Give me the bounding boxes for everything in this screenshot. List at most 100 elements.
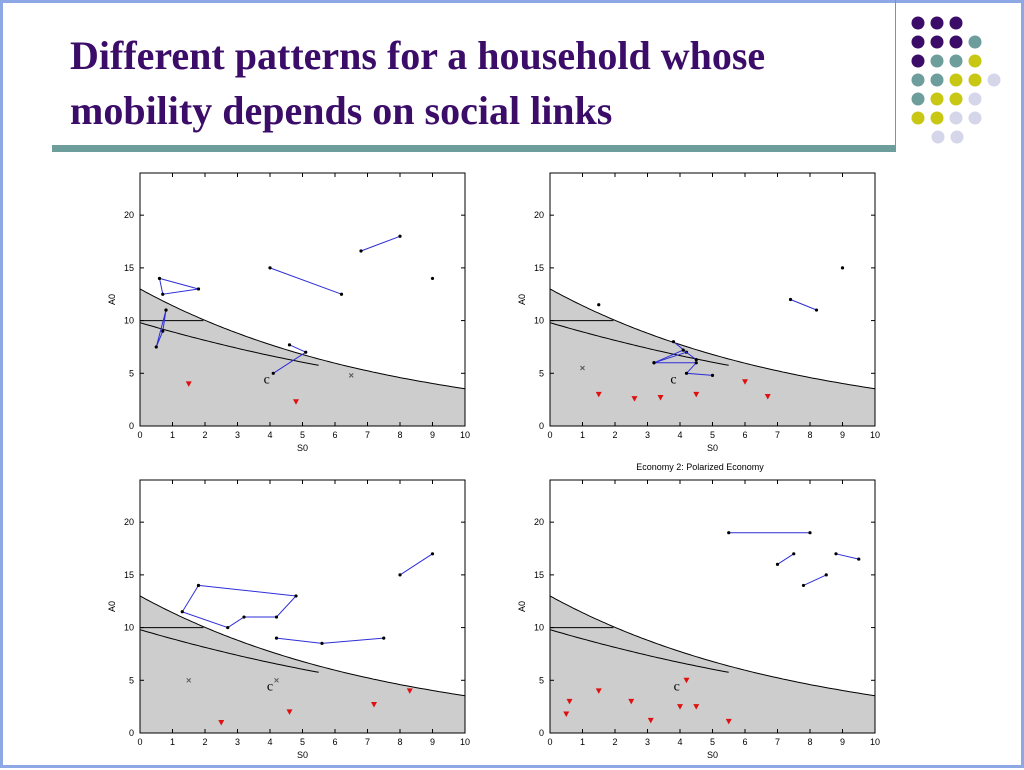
social-link [181, 584, 298, 629]
decor-dot [968, 35, 982, 49]
triangle-marker [725, 718, 732, 725]
triangle-marker [764, 393, 771, 400]
y-tick-label: 10 [124, 623, 134, 633]
household-point [694, 357, 698, 362]
household-point [274, 636, 279, 640]
boundary-curve-upper [549, 288, 876, 390]
chart-top-left: 0 1 2 3 4 5 6 7 8 9 10 0 5 10 15 20 S0 A0 c [100, 168, 480, 458]
household-point [304, 350, 308, 354]
chart-bottom-left-svg: 0 1 2 3 4 5 6 7 8 9 10 0 5 10 15 20 S0 A0 c [107, 479, 470, 760]
x-axis-label: S0 [707, 750, 718, 760]
y-tick-label: 10 [124, 316, 134, 326]
social-link [777, 553, 795, 565]
decor-dot [968, 111, 982, 125]
x-axis-label: S0 [707, 443, 718, 453]
y-tick-label: 0 [129, 421, 134, 431]
x-tick-label: 6 [742, 737, 747, 747]
triangle-marker [742, 379, 748, 385]
household-point [226, 625, 230, 630]
household-point [398, 234, 402, 238]
decor-dot [931, 130, 945, 144]
shaded-region [550, 289, 875, 426]
y-tick-label: 10 [534, 316, 544, 326]
chart-top-right-svg: 0 1 2 3 4 5 6 7 8 9 10 0 5 10 15 20 S0 A0 c [517, 172, 880, 453]
triangle-marker [595, 391, 602, 398]
x-tick-label: 8 [807, 737, 812, 747]
decor-dot [968, 54, 982, 68]
y-tick-label: 15 [124, 570, 134, 580]
boundary-curve-lower [549, 629, 729, 673]
decor-dot [911, 73, 925, 87]
household-point [834, 552, 838, 556]
cross-marker [580, 365, 585, 371]
y-tick-label: 10 [534, 623, 544, 633]
triangle-marker [185, 381, 192, 387]
y-tick-label: 15 [124, 263, 134, 273]
x-tick-label: 1 [580, 737, 585, 747]
household-point [792, 552, 796, 556]
social-link [276, 637, 384, 644]
x-tick-label: 3 [645, 430, 650, 440]
x-tick-label: 4 [267, 430, 272, 440]
chart-bottom-right-svg: 0 1 2 3 4 5 6 7 8 9 10 0 5 10 15 20 S0 A0 c [517, 479, 880, 760]
x-tick-label: 5 [300, 430, 305, 440]
social-link [360, 235, 401, 252]
x-tick-label: 5 [710, 737, 715, 747]
decor-dot [930, 92, 944, 106]
decor-dot [911, 111, 925, 125]
household-point [196, 287, 201, 291]
x-tick-label: 10 [460, 430, 470, 440]
x-tick-label: 3 [235, 430, 240, 440]
decor-dot [911, 16, 925, 30]
household-point [788, 297, 793, 302]
household-point [694, 361, 698, 365]
household-point [808, 531, 812, 535]
x-tick-label: 6 [742, 430, 747, 440]
household-point [597, 303, 601, 307]
social-link [835, 553, 859, 560]
triangle-marker [647, 717, 654, 724]
boundary-curve-lower [549, 322, 729, 366]
household-point [857, 557, 861, 561]
triangle-marker [406, 688, 413, 694]
cross-stroke [580, 365, 585, 371]
x-tick-label: 1 [170, 737, 175, 747]
label-c: c [674, 680, 680, 695]
household-point [320, 641, 324, 645]
decor-dot [930, 16, 944, 30]
triangle-marker [218, 719, 225, 726]
household-point [840, 266, 845, 270]
household-point [684, 371, 689, 375]
x-tick-label: 9 [840, 430, 845, 440]
household-point [154, 345, 158, 349]
shaded-region [140, 596, 465, 733]
cross-marker [274, 677, 279, 683]
slide-title: Different patterns for a household whose… [70, 28, 890, 138]
x-tick-label: 2 [202, 430, 207, 440]
household-point [824, 573, 828, 577]
x-tick-label: 9 [840, 737, 845, 747]
household-point [775, 562, 780, 566]
triangle-marker [693, 391, 700, 398]
household-point [671, 340, 676, 344]
x-tick-label: 3 [645, 737, 650, 747]
y-tick-label: 0 [539, 421, 544, 431]
triangle-marker [595, 688, 602, 694]
household-point [727, 531, 731, 535]
boundary-curve-upper [549, 595, 876, 697]
household-point [681, 348, 685, 352]
y-tick-label: 15 [534, 263, 544, 273]
social-link [399, 553, 433, 576]
triangle-marker [286, 709, 293, 715]
household-point [287, 343, 292, 347]
decor-dot [949, 111, 963, 125]
x-axis-label: S0 [297, 750, 308, 760]
household-point [339, 292, 344, 296]
household-point [274, 615, 279, 619]
x-tick-label: 0 [137, 737, 142, 747]
x-tick-label: 6 [332, 737, 337, 747]
household-point [271, 371, 275, 375]
y-tick-label: 20 [534, 210, 544, 220]
y-axis-label: A0 [107, 294, 117, 305]
cross-stroke [274, 677, 279, 683]
